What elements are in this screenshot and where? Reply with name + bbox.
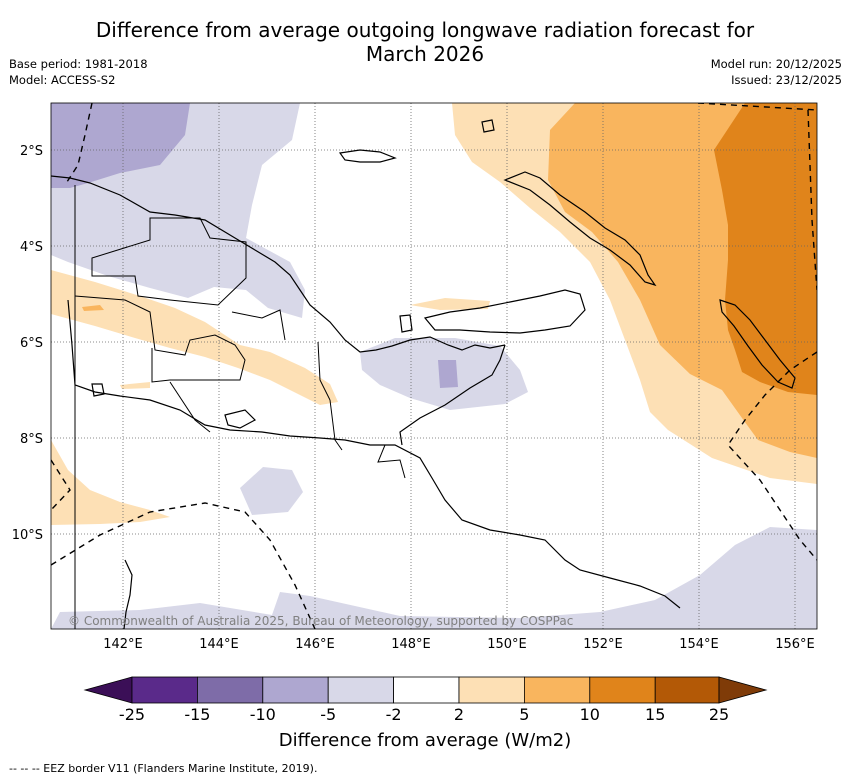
eez-legend: -- -- -- EEZ border V11 (Flanders Marine… [9,762,318,775]
colorbar-tick: -2 [386,705,402,724]
border-province-4 [329,399,343,451]
border-province-6 [317,341,331,401]
colorbar-tick: 25 [709,705,729,724]
model-name: Model: ACCESS-S2 [9,73,116,87]
anomaly-region-pos2-band [51,270,338,405]
coastline-small-island-4 [91,383,105,397]
chart-title-line2: March 2026 [365,42,485,66]
colorbar-arrow-right [718,676,768,704]
anomaly-region-neg2-south [240,467,303,515]
colorbar-swatch [589,676,656,704]
coastline-new-guinea-north [51,175,506,353]
coastline-new-britain [423,289,586,334]
lon-label: 154°E [679,637,719,652]
eez-borders [51,103,817,629]
colorbar-arrow-left [83,676,133,704]
colorbar-swatch [654,676,720,704]
lat-label: 4°S [20,240,43,255]
graticule [51,103,817,629]
model-run: Model run: 20/12/2025 [710,57,842,71]
anomaly-region-pos2-southwest [51,440,170,525]
chart-title-line1: Difference from average outgoing longwav… [95,18,755,42]
coastline-small-island-2 [399,314,413,333]
lon-label: 144°E [199,637,239,652]
coastline-australia-tip [123,559,133,629]
colorbar-swatch [393,676,460,704]
eez-border-west [51,459,71,511]
colorbar-tick: -25 [119,705,145,724]
coastline-manus [338,149,397,163]
border-province-5 [231,309,286,341]
lon-label: 150°E [487,637,527,652]
border-province-3 [169,381,211,433]
eez-border-northwest [64,103,93,186]
border-province-1 [91,217,247,306]
anomaly-region-pos2-small2 [120,382,150,389]
coastline-new-guinea-south [67,299,681,609]
anomaly-region-neg5-northwest [51,103,190,188]
colorbar-swatch [327,676,395,704]
lon-labels: 142°E 144°E 146°E 148°E 150°E 152°E 154°… [103,637,815,652]
coastlines [51,119,796,629]
lat-label: 8°S [20,432,43,447]
eez-border-southeast [727,351,817,561]
coastline-bougainville [719,299,796,389]
colorbar-swatch [196,676,264,704]
border-province-2 [74,295,246,383]
admin-borders [74,185,406,629]
colorbar-swatch [524,676,591,704]
chart-title: Difference from average outgoing longwav… [0,18,850,66]
anomaly-region-neg5-patch [438,360,458,388]
coastline-huon-peninsula [399,344,506,446]
meta-right: Model run: 20/12/2025 Issued: 23/12/2025 [711,56,842,88]
lat-label: 6°S [20,336,43,351]
issued-date: Issued: 23/12/2025 [731,73,842,87]
lat-label: 2°S [20,144,43,159]
colorbar-ticks: -25 -15 -10 -5 -2 2 5 10 15 25 [119,705,729,724]
colorbar-label: Difference from average (W/m2) [278,730,572,751]
coastline-small-island-3 [224,409,256,429]
eez-border-northeast [697,103,817,111]
base-period: Base period: 1981-2018 [9,57,148,71]
lon-label: 156°E [775,637,815,652]
meta-left: Base period: 1981-2018 Model: ACCESS-S2 [9,56,148,88]
colorbar-tick: -10 [250,705,276,724]
lon-label: 146°E [295,637,335,652]
anomaly-region-pos10-east [714,103,817,395]
colorbar [83,676,768,704]
eez-border-east [807,109,817,291]
colorbar-tick: -5 [320,705,336,724]
colorbar-tick: 10 [580,705,600,724]
map-frame [50,102,818,630]
coastline-small-island-1 [481,119,495,133]
lat-label: 10°S [12,528,43,543]
colorbar-tick: 5 [519,705,529,724]
anomaly-region-pos5-small [82,305,104,311]
lon-label: 142°E [103,637,143,652]
border-province-7 [377,444,406,479]
anomaly-region-neg2-southeast [51,527,817,629]
colorbar-tick: 15 [645,705,665,724]
lon-label: 152°E [583,637,623,652]
lon-label: 148°E [391,637,431,652]
copyright-text: © Commonwealth of Australia 2025, Bureau… [68,614,573,628]
colorbar-swatch [131,676,198,704]
map-plot-area: © Commonwealth of Australia 2025, Bureau… [51,103,817,629]
coastline-new-ireland [503,171,657,287]
lat-labels: 2°S 4°S 6°S 8°S 10°S [12,144,43,543]
eez-border-southwest [51,502,316,629]
colorbar-swatch [262,676,329,704]
colorbar-tick: -15 [184,705,210,724]
colorbar-tick: 2 [454,705,464,724]
anomaly-region-pos2-small [410,298,490,310]
colorbar-swatch [458,676,525,704]
